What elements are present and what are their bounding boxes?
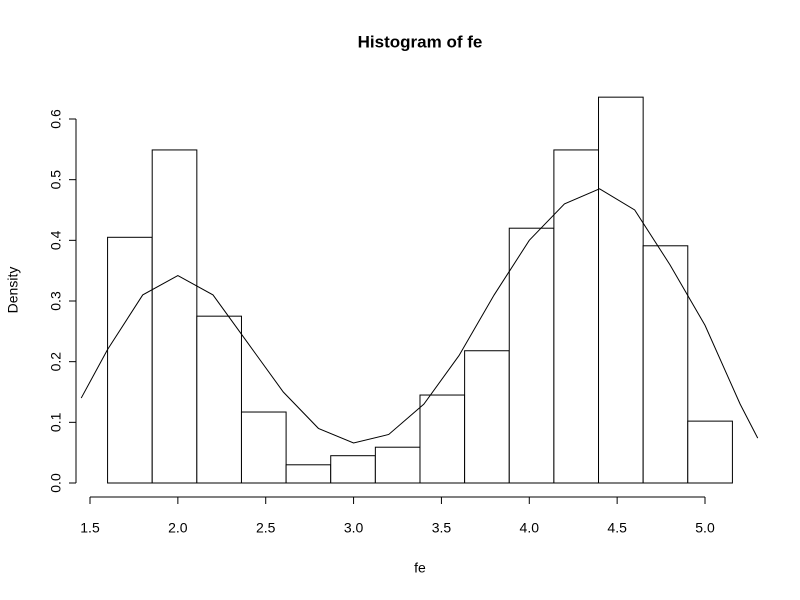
y-tick-label: 0.4 bbox=[48, 230, 64, 250]
bar bbox=[240, 411, 287, 484]
x-tick-label: 5.0 bbox=[695, 520, 715, 536]
y-tick-label: 0.5 bbox=[48, 170, 64, 190]
bar bbox=[687, 420, 733, 484]
bar bbox=[642, 245, 689, 484]
x-tick-label: 3.5 bbox=[432, 520, 452, 536]
bar bbox=[107, 236, 153, 484]
y-tick-label: 0.3 bbox=[48, 291, 64, 311]
x-tick-label: 2.0 bbox=[168, 520, 188, 536]
bar bbox=[330, 455, 376, 484]
bar bbox=[285, 464, 332, 484]
x-tick-label: 1.5 bbox=[80, 520, 100, 536]
y-axis-label: Density bbox=[5, 267, 21, 314]
bar bbox=[508, 227, 555, 484]
x-tick-label: 3.0 bbox=[344, 520, 364, 536]
bar bbox=[151, 149, 198, 484]
bar bbox=[598, 96, 644, 484]
density-curve bbox=[80, 188, 759, 444]
x-tick-label: 4.5 bbox=[607, 520, 627, 536]
chart-title: Histogram of fe bbox=[358, 32, 483, 51]
bar bbox=[553, 149, 600, 484]
bar bbox=[464, 350, 510, 484]
x-tick-label: 4.0 bbox=[520, 520, 540, 536]
y-tick-label: 0.6 bbox=[48, 109, 64, 129]
y-tick-label: 0.0 bbox=[48, 473, 64, 493]
bar bbox=[374, 446, 421, 484]
x-tick-label: 2.5 bbox=[256, 520, 276, 536]
bar bbox=[419, 394, 466, 484]
y-tick-label: 0.2 bbox=[48, 352, 64, 372]
x-axis-label: fe bbox=[414, 560, 426, 576]
bar bbox=[196, 315, 242, 484]
y-tick-label: 0.1 bbox=[48, 412, 64, 432]
